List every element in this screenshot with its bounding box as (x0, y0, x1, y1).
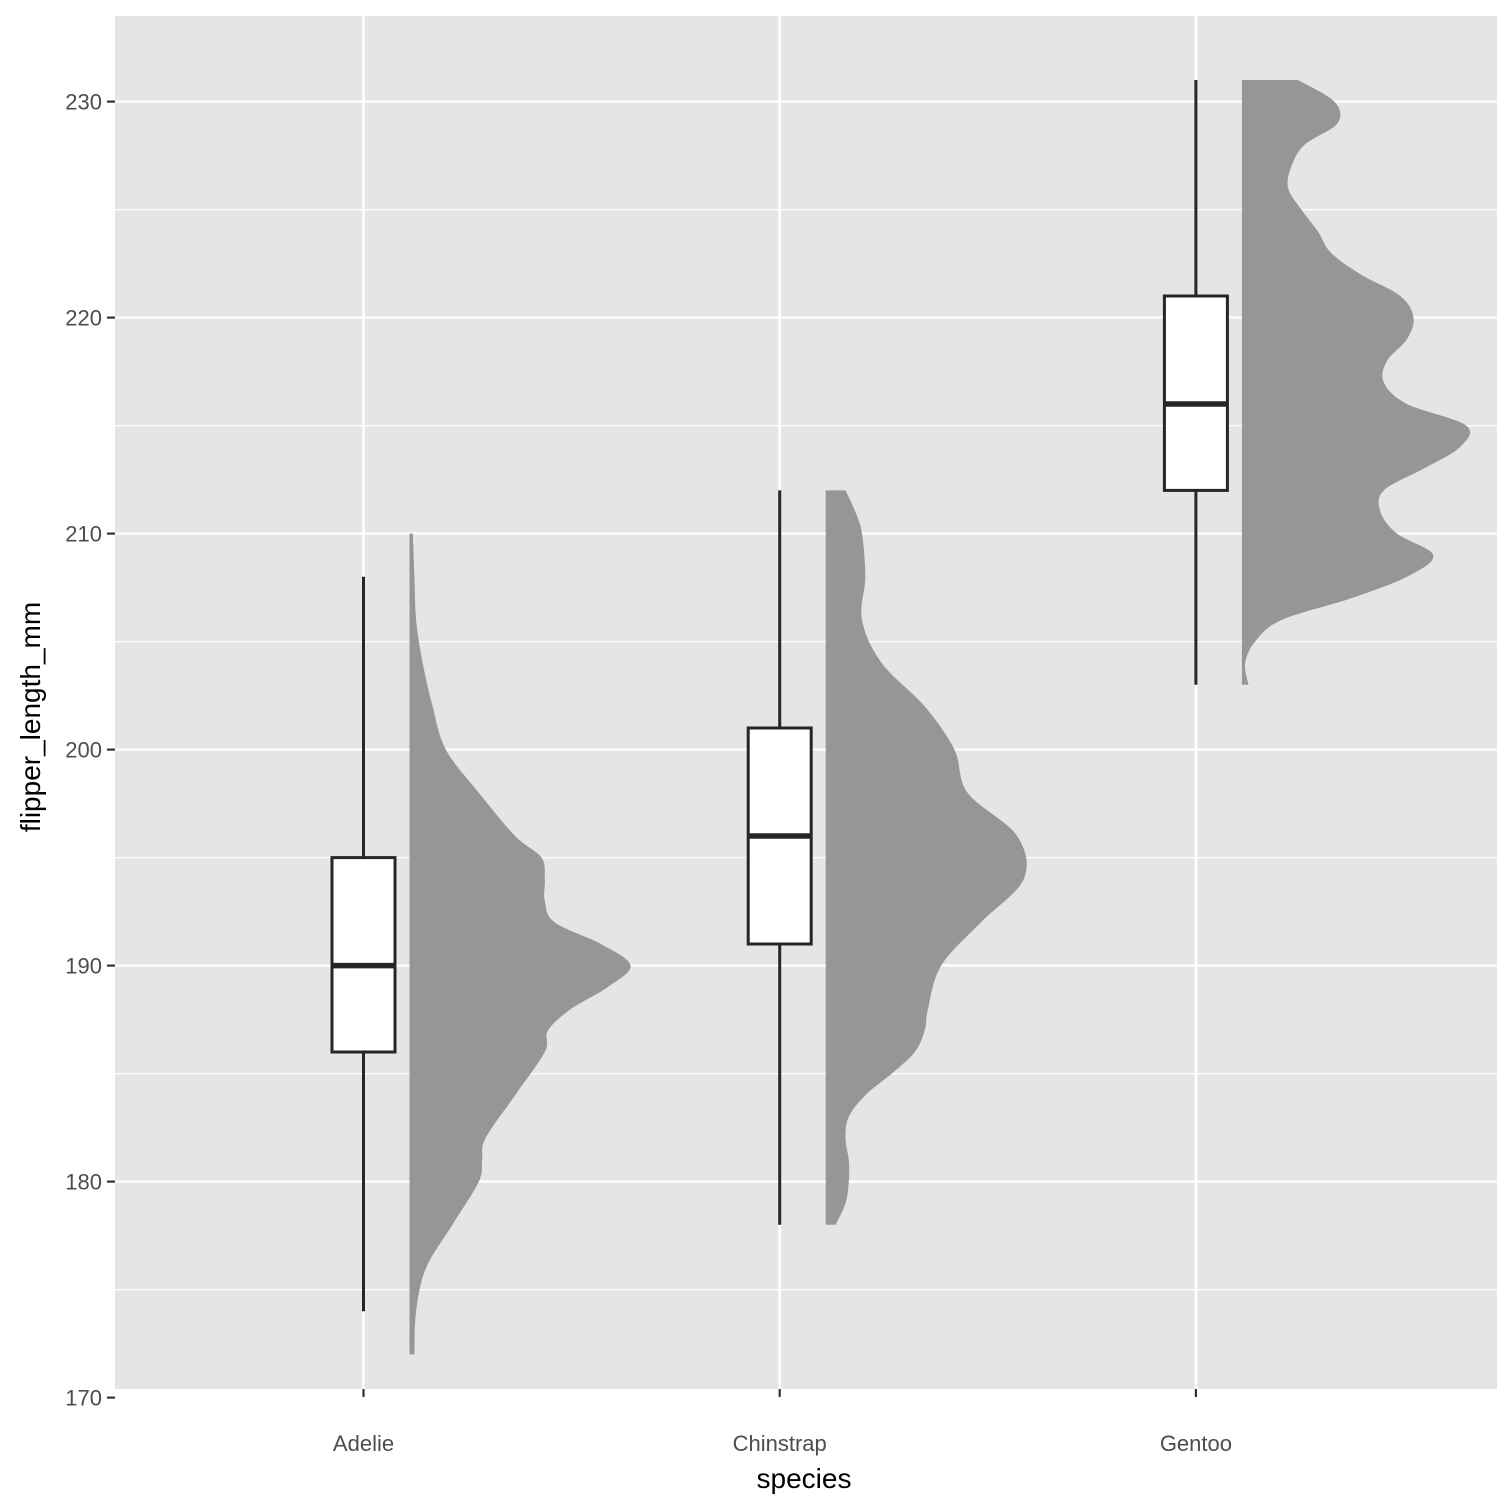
violin-chinstrap (825, 490, 1027, 1225)
violins (409, 80, 1471, 1355)
violin-gentoo (1241, 80, 1471, 685)
y-tick-label: 200 (65, 738, 102, 763)
y-axis: 170 180 190 200 210 220 230 (65, 90, 115, 1411)
y-axis-title: flipper_length_mm (15, 602, 46, 832)
violin-adelie (409, 533, 631, 1355)
boxplots (330, 80, 1229, 1312)
y-tick-label: 180 (65, 1170, 102, 1195)
x-tick-label: Chinstrap (733, 1431, 827, 1456)
box-adelie (330, 856, 397, 1054)
x-tick-label: Gentoo (1160, 1431, 1232, 1456)
y-tick-label: 190 (65, 954, 102, 979)
x-tick-label: Adelie (333, 1431, 394, 1456)
x-axis-title: species (757, 1463, 852, 1494)
y-tick-label: 170 (65, 1386, 102, 1411)
y-tick-label: 210 (65, 522, 102, 547)
y-tick-label: 230 (65, 90, 102, 115)
box-gentoo (1162, 294, 1229, 492)
y-tick-label: 220 (65, 306, 102, 331)
x-axis: Adelie Chinstrap Gentoo (333, 1389, 1232, 1456)
